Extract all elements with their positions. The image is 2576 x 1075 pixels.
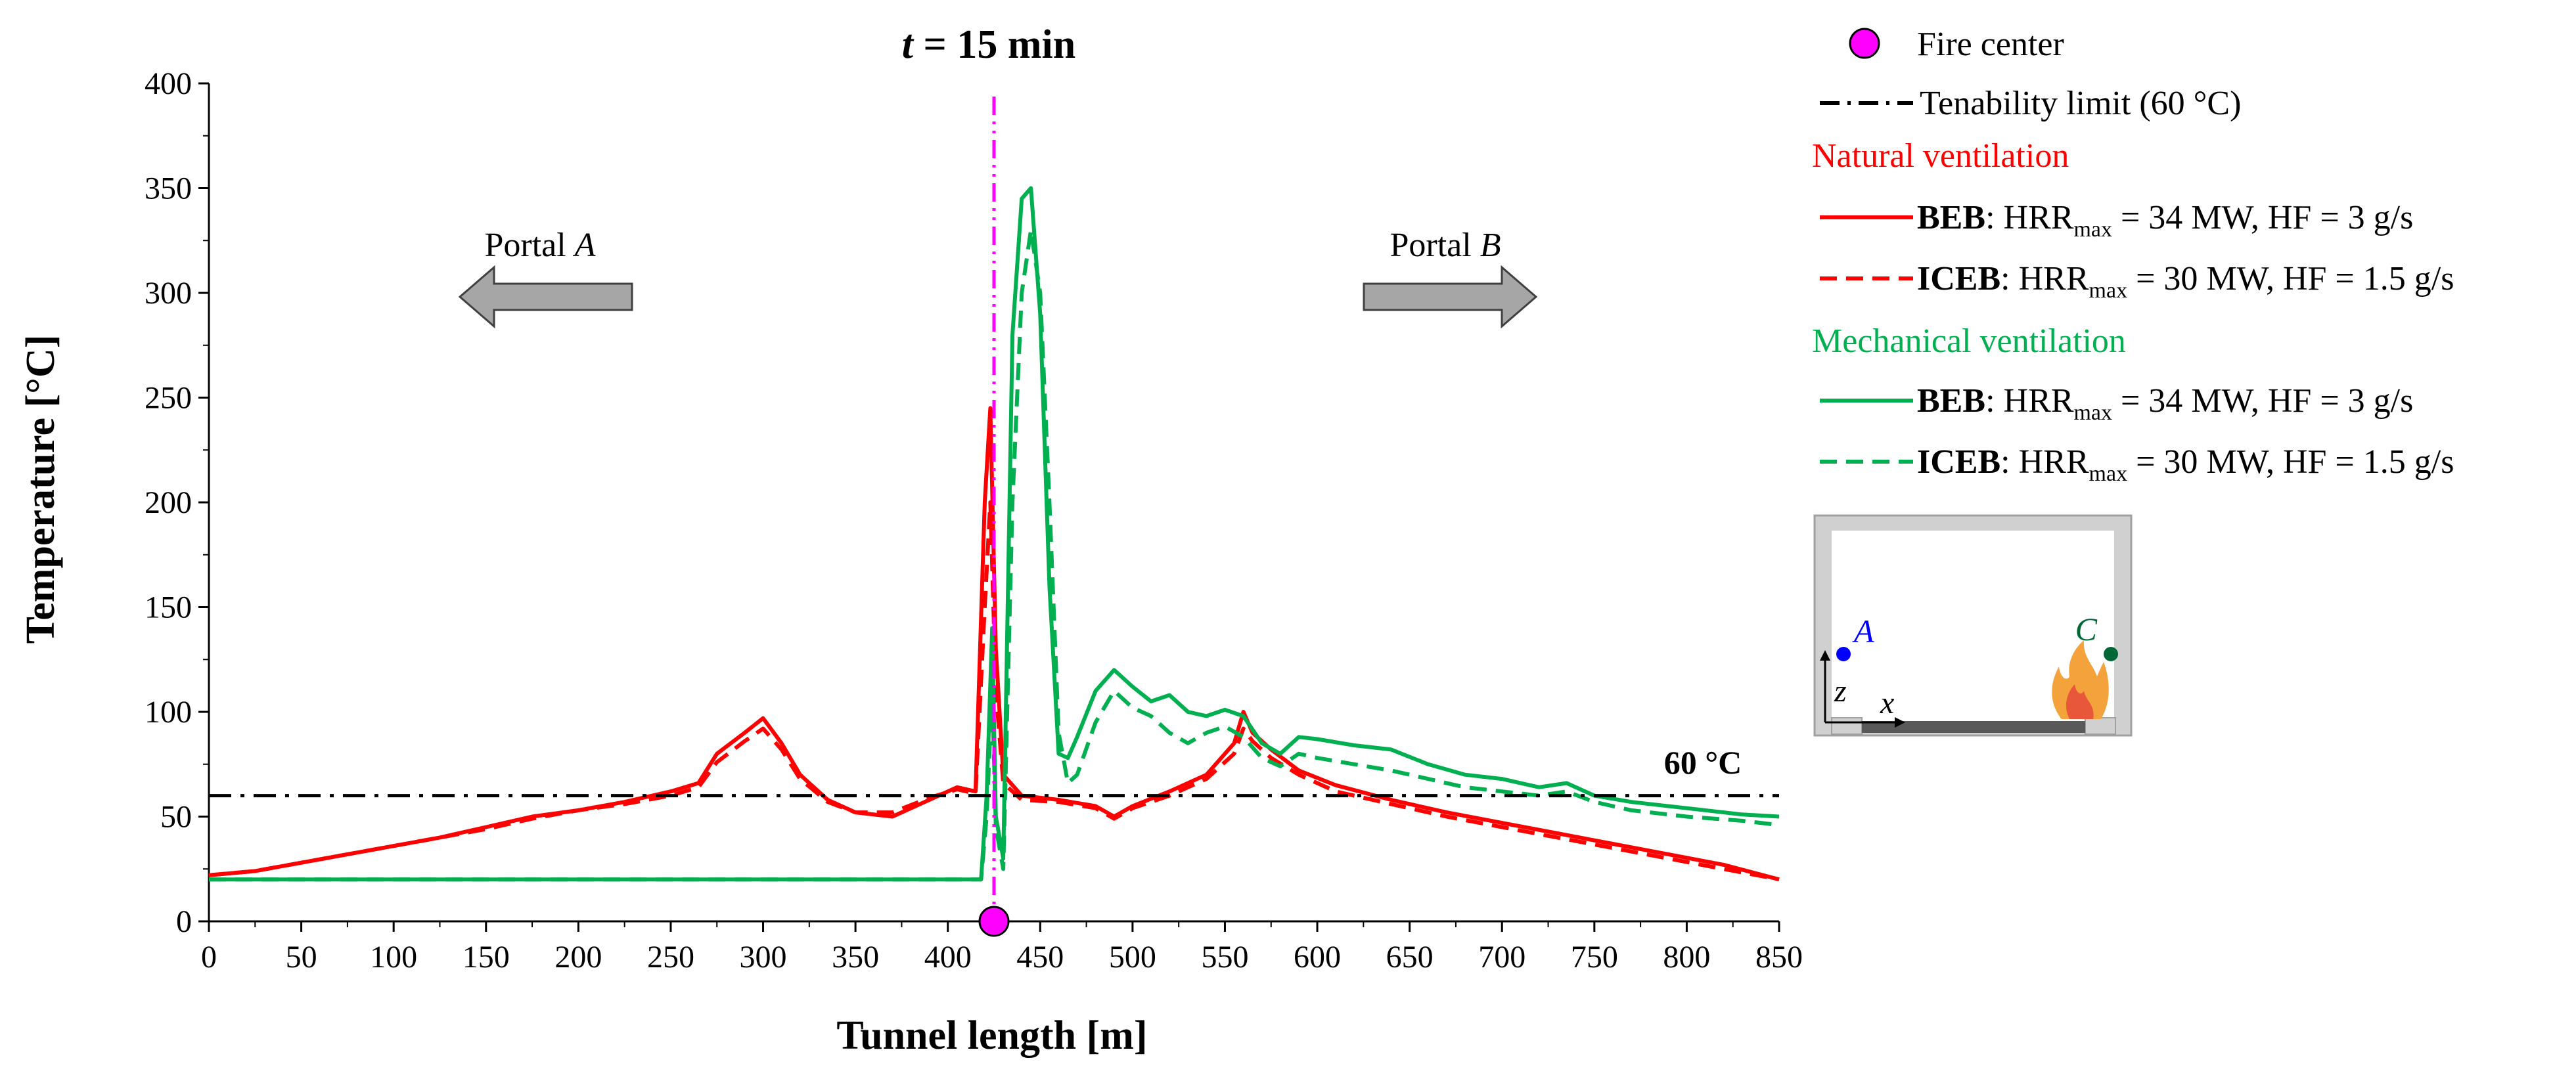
title-variable: t bbox=[902, 22, 915, 67]
fire-flame-inner bbox=[2066, 684, 2094, 719]
legend-mechanical-beb-label: BEB: HRRmax = 34 MW, HF = 3 g/s bbox=[1917, 382, 2413, 425]
natural-iceb-mid: : HRR bbox=[2000, 260, 2089, 297]
portal-b-label: Portal B bbox=[1390, 227, 1501, 264]
fire-icon bbox=[2052, 640, 2109, 719]
legend-item-fire-center: Fire center bbox=[1849, 26, 2064, 63]
legend: Fire center Tenability limit (60 °C) Nat… bbox=[1812, 26, 2454, 486]
legend-tenability-label: Tenability limit (60 °C) bbox=[1920, 85, 2241, 122]
y-tick-label: 300 bbox=[145, 276, 192, 311]
portal-b-annotation: Portal B bbox=[1363, 227, 1538, 329]
portal-b-prefix: Portal bbox=[1390, 227, 1480, 264]
legend-item-natural-iceb: ICEB: HRRmax = 30 MW, HF = 1.5 g/s bbox=[1820, 260, 2454, 303]
natural-beb-series bbox=[208, 406, 1780, 882]
x-tick-label: 450 bbox=[1016, 940, 1064, 975]
inset-left-walkway bbox=[1831, 717, 1863, 735]
inset-point-c-label: C bbox=[2075, 611, 2098, 647]
natural-iceb-sub: max bbox=[2089, 278, 2128, 303]
legend-fire-center-label: Fire center bbox=[1917, 26, 2064, 63]
x-tick-label: 400 bbox=[924, 940, 972, 975]
portal-b-letter: B bbox=[1480, 227, 1501, 264]
inset-x-label: x bbox=[1880, 686, 1894, 720]
legend-item-mechanical-beb: BEB: HRRmax = 34 MW, HF = 3 g/s bbox=[1820, 382, 2413, 425]
inset-point-c-icon bbox=[2104, 647, 2118, 661]
x-tick-label: 150 bbox=[463, 940, 510, 975]
x-tick-label: 800 bbox=[1663, 940, 1710, 975]
inset-point-a-icon bbox=[1836, 647, 1851, 661]
x-tick-label: 50 bbox=[286, 940, 317, 975]
mechanical-beb-mid: : HRR bbox=[1985, 382, 2074, 420]
mechanical-beb-sub: max bbox=[2073, 401, 2112, 425]
y-tick-label: 100 bbox=[145, 695, 192, 730]
mechanical-iceb-sub: max bbox=[2089, 462, 2128, 486]
y-tick-label: 150 bbox=[145, 590, 192, 625]
portal-a-arrow bbox=[458, 265, 633, 329]
series-layer bbox=[208, 186, 1780, 882]
legend-natural-iceb-label: ICEB: HRRmax = 30 MW, HF = 1.5 g/s bbox=[1917, 260, 2454, 303]
legend-mechanical-iceb-label: ICEB: HRRmax = 30 MW, HF = 1.5 g/s bbox=[1917, 443, 2454, 486]
legend-natural-beb-label: BEB: HRRmax = 34 MW, HF = 3 g/s bbox=[1917, 199, 2413, 242]
x-tick-label: 600 bbox=[1294, 940, 1341, 975]
x-tick-label: 500 bbox=[1109, 940, 1156, 975]
legend-mechanical-header: Mechanical ventilation bbox=[1812, 322, 2126, 360]
title-rest: = 15 min bbox=[913, 22, 1075, 67]
x-tick-label: 850 bbox=[1755, 940, 1803, 975]
inset-road-surface bbox=[1862, 721, 2085, 733]
mechanical-iceb-name: ICEB bbox=[1917, 443, 2000, 481]
mechanical-beb-rest: = 34 MW, HF = 3 g/s bbox=[2112, 382, 2413, 420]
x-tick-label: 650 bbox=[1386, 940, 1434, 975]
inset-x-arrowhead-icon bbox=[1895, 717, 1905, 728]
x-tick-label: 200 bbox=[554, 940, 602, 975]
y-tick-label: 350 bbox=[145, 171, 192, 206]
portal-a-annotation: Portal A bbox=[458, 227, 633, 329]
y-tick-label: 0 bbox=[176, 904, 192, 939]
natural-beb-mid: : HRR bbox=[1985, 199, 2074, 236]
x-axis-label: Tunnel length [m] bbox=[836, 1013, 1147, 1058]
x-tick-label: 350 bbox=[832, 940, 879, 975]
y-tick-label: 250 bbox=[145, 381, 192, 416]
y-tick-label: 50 bbox=[160, 800, 192, 835]
mechanical-iceb-mid: : HRR bbox=[2000, 443, 2089, 481]
mechanical-iceb-series bbox=[209, 228, 1780, 882]
x-tick-label: 100 bbox=[370, 940, 417, 975]
x-tick-label: 550 bbox=[1201, 940, 1248, 975]
natural-beb-rest: = 34 MW, HF = 3 g/s bbox=[2112, 199, 2413, 236]
portal-a-label: Portal A bbox=[485, 227, 596, 264]
y-axis-label: Temperature [°C] bbox=[18, 335, 63, 644]
fire-flame-outer bbox=[2052, 640, 2109, 719]
inset-point-a-label: A bbox=[1852, 613, 1874, 649]
natural-beb-name: BEB bbox=[1917, 199, 1985, 236]
natural-iceb-rest: = 30 MW, HF = 1.5 g/s bbox=[2127, 260, 2454, 297]
inset-right-walkway bbox=[2085, 717, 2116, 735]
legend-natural-header: Natural ventilation bbox=[1812, 137, 2069, 175]
tenability-label: 60 °C bbox=[1664, 744, 1742, 781]
portal-b-arrow bbox=[1363, 265, 1538, 329]
inset-z-label: z bbox=[1834, 674, 1847, 709]
y-tick-label: 400 bbox=[145, 66, 192, 101]
x-tick-label: 750 bbox=[1571, 940, 1618, 975]
mechanical-iceb-rest: = 30 MW, HF = 1.5 g/s bbox=[2127, 443, 2454, 481]
tunnel-inset: A C z x bbox=[1813, 514, 2133, 737]
legend-item-tenability: Tenability limit (60 °C) bbox=[1820, 85, 2241, 122]
inset-z-arrowhead-icon bbox=[1820, 650, 1830, 661]
natural-iceb-name: ICEB bbox=[1917, 260, 2000, 297]
tick-labels: 0 50 100 150 200 250 300 350 400 0 50 100 150 200 250 3… bbox=[145, 66, 1803, 975]
x-tick-label: 250 bbox=[647, 940, 694, 975]
portal-a-prefix: Portal bbox=[485, 227, 575, 264]
legend-item-mechanical-iceb: ICEB: HRRmax = 30 MW, HF = 1.5 g/s bbox=[1820, 443, 2454, 486]
y-tick-label: 200 bbox=[145, 485, 192, 520]
mechanical-beb-name: BEB bbox=[1917, 382, 1985, 420]
legend-item-natural-beb: BEB: HRRmax = 34 MW, HF = 3 g/s bbox=[1820, 199, 2413, 242]
chart-title: t = 15 min bbox=[902, 22, 1075, 67]
mechanical-beb-series bbox=[209, 186, 1780, 882]
natural-iceb-series bbox=[208, 500, 1780, 882]
reference-lines bbox=[209, 97, 1779, 937]
portal-a-letter: A bbox=[573, 227, 596, 264]
x-tick-label: 300 bbox=[740, 940, 787, 975]
fire-center-marker-icon bbox=[1849, 28, 1880, 59]
fire-center-marker bbox=[978, 906, 1010, 937]
natural-beb-sub: max bbox=[2073, 217, 2112, 242]
x-tick-label: 0 bbox=[201, 940, 217, 975]
x-tick-label: 700 bbox=[1478, 940, 1525, 975]
